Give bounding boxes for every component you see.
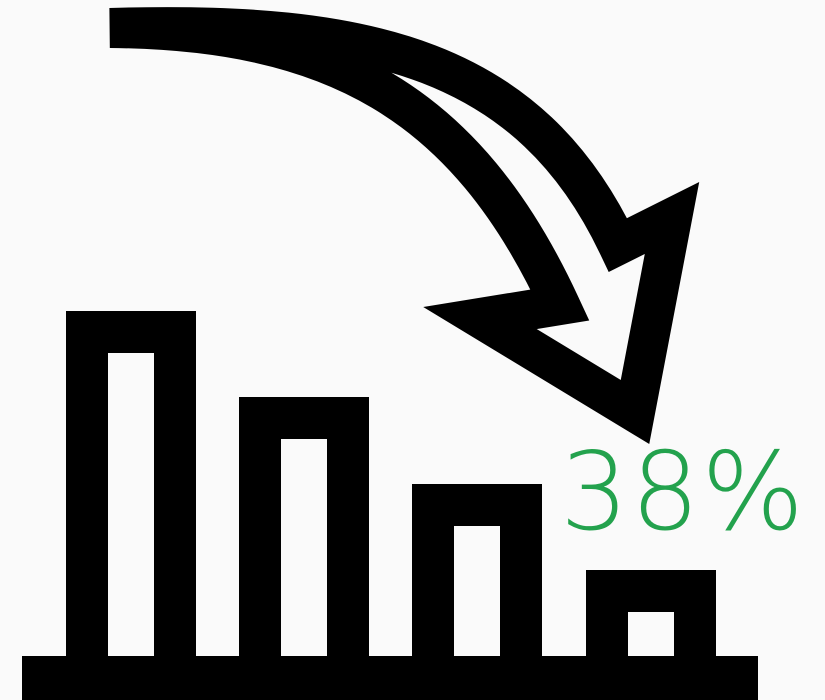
arrow-outline [109, 7, 700, 445]
decline-percentage: 38% [560, 430, 807, 555]
descending-bar-chart-icon [22, 311, 758, 700]
bar-3 [412, 484, 542, 699]
curved-down-arrow-icon [109, 7, 700, 445]
bar-2 [239, 397, 369, 699]
bar-1 [66, 311, 196, 699]
baseline [22, 656, 758, 700]
